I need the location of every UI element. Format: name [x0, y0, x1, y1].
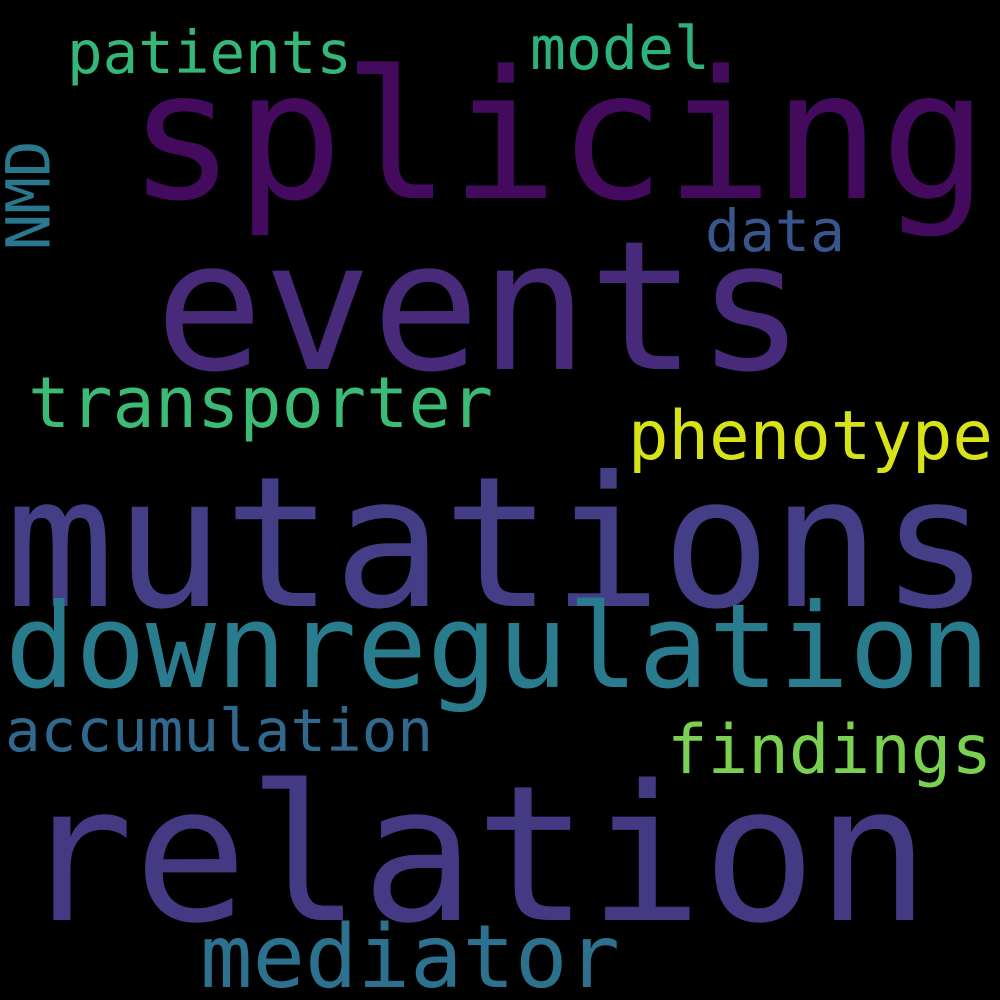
word-phenotype: phenotype [628, 395, 993, 475]
word-findings: findings [667, 709, 992, 789]
word-relation: relation [20, 744, 930, 965]
word-data: data [705, 197, 845, 265]
word-nmd: NMD [0, 139, 65, 250]
word-accumulation: accumulation [5, 695, 434, 765]
word-patients: patients [67, 17, 352, 87]
word-mediator: mediator [200, 906, 620, 1000]
word-model: model [530, 14, 711, 84]
word-events: events [155, 203, 805, 412]
word-mutations: mutations [5, 436, 990, 649]
word-transporter: transporter [28, 362, 494, 444]
word-downregulation: downregulation [5, 579, 990, 715]
word-splicing: splicing [128, 32, 988, 241]
